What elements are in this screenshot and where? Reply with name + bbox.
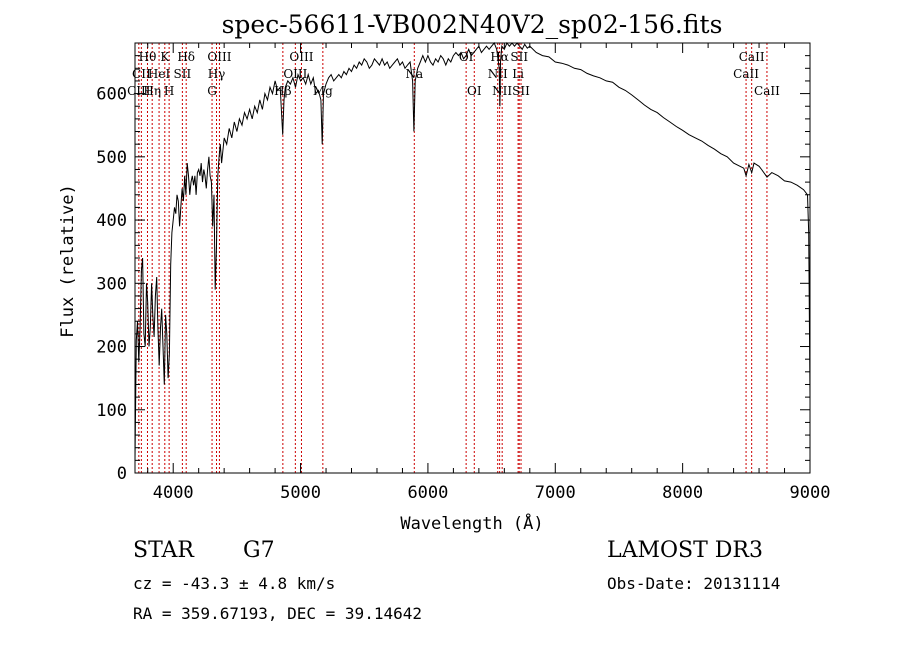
y-tick-label: 600 [96, 85, 127, 105]
line-label: Hγ [208, 67, 226, 81]
y-tick-label: 500 [96, 148, 127, 168]
x-tick-label: 7000 [535, 483, 576, 503]
x-tick-label: 4000 [153, 483, 194, 503]
y-tick-label: 100 [96, 401, 127, 421]
line-label: NII [492, 84, 512, 98]
line-label: CII [132, 67, 151, 81]
redshift-velocity: cz = -43.3 ± 4.8 km/s [133, 574, 336, 593]
spectrum-line [134, 42, 811, 461]
line-label: CaII [739, 50, 765, 64]
coordinates: RA = 359.67193, DEC = 39.14642 [133, 604, 422, 623]
line-label: OI [467, 84, 482, 98]
y-tick-label: 200 [96, 338, 127, 358]
line-label: Hθ [139, 50, 157, 64]
x-tick-label: 9000 [790, 483, 831, 503]
line-label: Hη [143, 84, 161, 98]
spectral-line-labels: Hθ CII CIII HeI Hη K H Hδ SII OIII Hγ G OIII OIII Hβ Mg… [127, 50, 780, 98]
survey-name: LAMOST DR3 [607, 538, 763, 563]
line-label: Li [512, 67, 524, 81]
line-label: HeI [148, 67, 171, 81]
line-label: Hδ [177, 50, 195, 64]
x-axis-label: Wavelength (Å) [400, 512, 543, 534]
line-label: SII [510, 50, 528, 64]
object-type: STAR [133, 538, 194, 563]
x-tick-label: 5000 [280, 483, 321, 503]
spectral-subclass: G7 [243, 538, 275, 563]
x-tick-label: 8000 [662, 483, 703, 503]
line-label: G [207, 84, 217, 98]
y-tick-label: 300 [96, 274, 127, 294]
line-label: CaII [733, 67, 759, 81]
line-label: OIII [207, 50, 231, 64]
spectral-line-markers [138, 43, 768, 473]
line-label: OIII [283, 67, 307, 81]
line-label: CIII [127, 84, 151, 98]
line-label: OIII [289, 50, 313, 64]
line-label: K [160, 50, 170, 64]
line-label: SII [512, 84, 530, 98]
line-label: Mg [313, 84, 333, 98]
chart-title: spec-56611-VB002N40V2_sp02-156.fits [222, 10, 723, 39]
y-tick-label: 0 [117, 464, 127, 484]
plot-frame [134, 42, 811, 474]
y-axis-label: Flux (relative) [58, 184, 78, 338]
line-label: Hβ [274, 84, 291, 98]
axis-ticks: 4000 5000 6000 7000 8000 9000 0 100 200 300 400 500… [96, 43, 830, 503]
line-label: Na [405, 67, 423, 81]
line-label: SII [174, 67, 192, 81]
y-tick-label: 400 [96, 211, 127, 231]
line-label: H [164, 84, 174, 98]
line-label: NII [488, 67, 508, 81]
line-label: Hα [490, 50, 509, 64]
observation-date: Obs-Date: 20131114 [607, 574, 781, 593]
line-label: CaII [754, 84, 780, 98]
x-tick-label: 6000 [407, 483, 448, 503]
